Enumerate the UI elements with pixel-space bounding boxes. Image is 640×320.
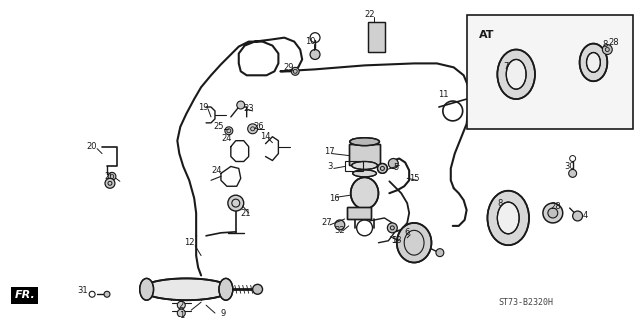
Text: 9: 9 (220, 308, 225, 317)
Text: 10: 10 (305, 37, 316, 46)
Circle shape (378, 164, 387, 173)
Text: 32: 32 (335, 226, 345, 235)
Text: 19: 19 (198, 102, 209, 111)
Circle shape (573, 211, 582, 221)
Circle shape (177, 309, 185, 317)
Text: FR.: FR. (14, 290, 35, 300)
Text: 2: 2 (179, 301, 184, 310)
Circle shape (104, 291, 110, 297)
Bar (367, 22, 385, 52)
Ellipse shape (351, 177, 378, 209)
Text: 11: 11 (438, 90, 448, 99)
Bar (349, 144, 380, 165)
Circle shape (569, 169, 577, 177)
Circle shape (602, 44, 612, 54)
Text: 16: 16 (330, 194, 340, 203)
Ellipse shape (352, 162, 378, 169)
Ellipse shape (219, 278, 233, 300)
Text: 12: 12 (184, 238, 195, 247)
Text: 6: 6 (404, 228, 410, 237)
Circle shape (225, 127, 233, 135)
Text: 3: 3 (327, 162, 333, 171)
Circle shape (436, 249, 444, 257)
Circle shape (237, 101, 244, 109)
Circle shape (543, 203, 563, 223)
Text: 30: 30 (564, 162, 575, 171)
Circle shape (177, 301, 185, 309)
Text: 5: 5 (392, 236, 397, 245)
Text: 1: 1 (179, 310, 184, 320)
Text: 21: 21 (241, 209, 251, 218)
Text: 15: 15 (409, 174, 419, 183)
Text: 7: 7 (504, 62, 509, 71)
Circle shape (335, 220, 345, 230)
Ellipse shape (497, 50, 535, 99)
Text: 25: 25 (214, 122, 224, 131)
Ellipse shape (397, 223, 431, 262)
Text: 26: 26 (253, 122, 264, 131)
Text: 28: 28 (608, 38, 619, 47)
Text: ST73-B2320H: ST73-B2320H (499, 298, 554, 307)
Bar (347, 207, 371, 219)
Text: 24: 24 (212, 166, 222, 175)
Bar (347, 207, 371, 219)
Ellipse shape (506, 60, 526, 89)
Text: 23: 23 (243, 105, 254, 114)
Text: 22: 22 (364, 10, 375, 20)
Ellipse shape (140, 278, 154, 300)
Text: 13: 13 (391, 236, 402, 245)
Ellipse shape (488, 191, 529, 245)
Circle shape (108, 172, 116, 180)
Ellipse shape (353, 170, 376, 177)
Text: 4: 4 (583, 212, 588, 220)
Circle shape (248, 124, 257, 134)
Text: 27: 27 (322, 219, 332, 228)
Text: 17: 17 (324, 147, 334, 156)
Circle shape (548, 208, 558, 218)
Bar (467, 15, 633, 129)
Ellipse shape (586, 52, 600, 72)
Circle shape (105, 178, 115, 188)
Text: 28: 28 (550, 202, 561, 211)
Text: 29: 29 (283, 63, 294, 72)
Text: 26: 26 (105, 172, 115, 181)
Circle shape (253, 284, 262, 294)
Bar (349, 144, 380, 165)
Text: 5: 5 (394, 163, 399, 172)
Text: AT: AT (479, 30, 494, 40)
Ellipse shape (349, 138, 380, 146)
Ellipse shape (141, 278, 231, 300)
Text: 24: 24 (221, 134, 232, 143)
Circle shape (387, 223, 397, 233)
Bar (367, 22, 385, 52)
Circle shape (291, 68, 299, 75)
Text: 14: 14 (260, 132, 271, 141)
Text: 31: 31 (77, 286, 88, 295)
Bar (345, 162, 363, 172)
Circle shape (228, 195, 244, 211)
Circle shape (310, 50, 320, 60)
Ellipse shape (580, 44, 607, 81)
Ellipse shape (497, 202, 519, 234)
Circle shape (388, 158, 398, 168)
Text: 8: 8 (498, 199, 503, 208)
Text: 20: 20 (87, 142, 97, 151)
Text: 8: 8 (603, 40, 608, 49)
